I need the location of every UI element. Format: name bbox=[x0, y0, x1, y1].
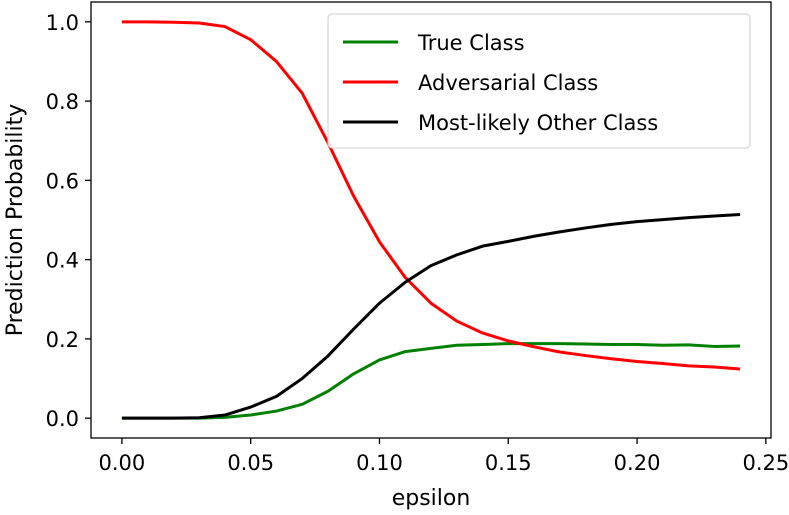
y-tick-label: 0.2 bbox=[46, 328, 79, 352]
legend: True Class Adversarial Class Most-likely O… bbox=[327, 13, 751, 149]
y-tick-label: 0.0 bbox=[46, 407, 79, 431]
y-tick-label: 1.0 bbox=[46, 11, 79, 35]
x-tick-label: 0.00 bbox=[99, 451, 146, 475]
x-tick-label: 0.15 bbox=[485, 451, 532, 475]
y-tick-label: 0.6 bbox=[46, 169, 79, 193]
x-tick-label: 0.25 bbox=[742, 451, 789, 475]
axes-layer: 0.00 0.05 0.10 0.15 0.20 0.25 0.0 0.2 0.4 0.6 0.8 1… bbox=[46, 1, 789, 475]
y-tick-label: 0.8 bbox=[46, 90, 79, 114]
y-axis-label: Prediction Probability bbox=[3, 104, 28, 337]
x-tick-label: 0.05 bbox=[227, 451, 274, 475]
series-layer bbox=[121, 20, 741, 420]
x-tick-label: 0.20 bbox=[614, 451, 661, 475]
series-line-3 bbox=[121, 212, 741, 420]
legend-label-1: True Class bbox=[417, 31, 525, 55]
series-line-1 bbox=[121, 342, 741, 420]
y-tick-label: 0.4 bbox=[46, 249, 79, 273]
plot-frame bbox=[90, 1, 772, 439]
x-tick-label: 0.10 bbox=[356, 451, 403, 475]
legend-label-3: Most-likely Other Class bbox=[418, 111, 658, 135]
legend-box bbox=[327, 13, 751, 149]
series-line-2 bbox=[121, 20, 741, 371]
legend-label-2: Adversarial Class bbox=[418, 71, 598, 95]
x-axis-label: epsilon bbox=[392, 486, 471, 511]
